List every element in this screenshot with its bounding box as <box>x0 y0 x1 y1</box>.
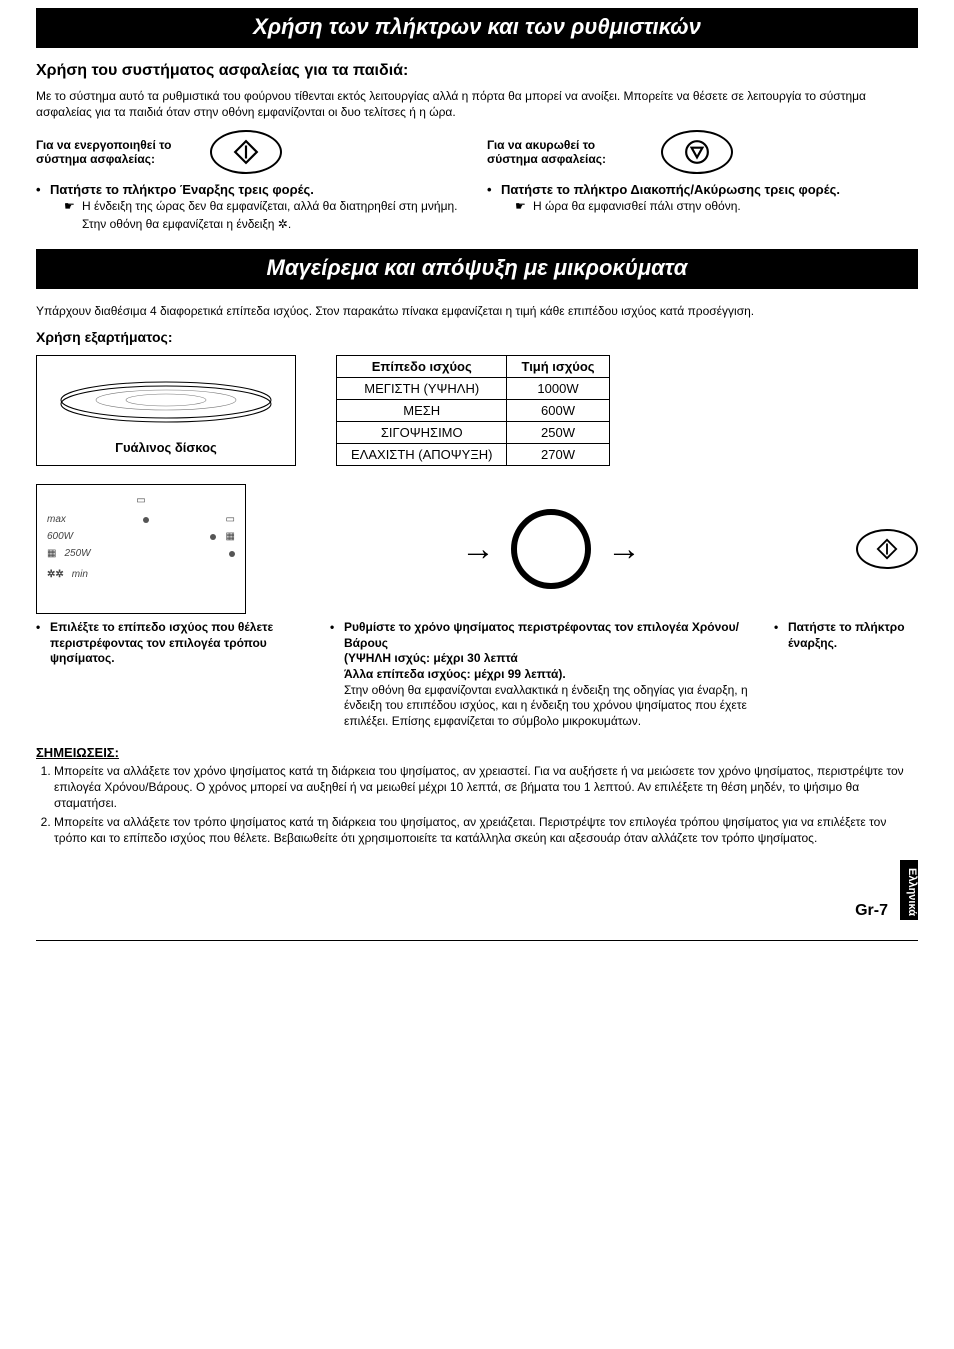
notes-title: ΣΗΜΕΙΩΣΕΙΣ: <box>36 745 918 760</box>
step2-text: Ρυθμίστε το χρόνο ψησίματος περιστρέφοντ… <box>330 620 750 729</box>
childlock-title: Χρήση του συστήματος ασφαλείας για τα πα… <box>36 62 918 80</box>
step1-lead: Επιλέξτε το επίπεδο ισχύος που θέλετε πε… <box>36 620 306 667</box>
accessory-row: Γυάλινος δίσκος Επίπεδο ισχύος Τιμή ισχύ… <box>36 355 918 466</box>
table-row: ΣΙΓΟΨΗΣΙΜΟ 250W <box>337 422 610 444</box>
language-tab: Ελληνικά <box>900 860 918 920</box>
page-number: Gr-7 <box>855 902 888 920</box>
step3-lead: Πατήστε το πλήκτρο έναρξης. <box>774 620 918 651</box>
footer-row: Ελληνικά Gr-7 <box>36 860 918 920</box>
tray-box: Γυάλινος δίσκος <box>36 355 296 466</box>
table-row: ΜΕΓΙΣΤΗ (ΥΨΗΛΗ) 1000W <box>337 378 610 400</box>
power-table: Επίπεδο ισχύος Τιμή ισχύος ΜΕΓΙΣΤΗ (ΥΨΗΛ… <box>336 355 610 466</box>
table-row: ΜΕΣΗ 600W <box>337 400 610 422</box>
step2-line3: Άλλα επίπεδα ισχύος: μέχρι 99 λεπτά). <box>330 667 750 683</box>
end-rule <box>36 940 918 941</box>
time-dial-icon <box>511 509 591 589</box>
arrow-icon: → <box>607 530 641 569</box>
note-item: Μπορείτε να αλλάξετε τον χρόνο ψησίματος… <box>54 764 918 811</box>
start-button-small <box>856 529 918 569</box>
panel-250w-label: 250W <box>64 548 90 559</box>
childlock-intro: Με το σύστημα αυτό τα ρυθμιστικά του φού… <box>36 88 918 120</box>
start-diamond-icon <box>876 538 898 560</box>
start-button-oval <box>210 130 282 174</box>
glass-tray-icon <box>51 370 281 430</box>
step2-line2: (ΥΨΗΛΗ ισχύς: μέχρι 30 λεπτά <box>330 651 750 667</box>
banner-microwave: Μαγείρεμα και απόψυξη με μικροκύματα <box>36 249 918 289</box>
banner-controls: Χρήση των πλήκτρων και των ρυθμιστικών <box>36 8 918 48</box>
panel-min-label: min <box>72 569 88 580</box>
activate-row: Για να ενεργοποιηθεί το σύστημα ασφαλεία… <box>36 130 467 174</box>
panel-display-icon: ▭ <box>47 495 235 506</box>
step1-text: Επιλέξτε το επίπεδο ισχύος που θέλετε πε… <box>36 620 306 729</box>
microwave-intro: Υπάρχουν διαθέσιμα 4 διαφορετικά επίπεδα… <box>36 303 918 319</box>
cancel-step: Πατήστε το πλήκτρο Διακοπής/Ακύρωσης τρε… <box>487 182 918 197</box>
step2-lead: Ρυθμίστε το χρόνο ψησίματος περιστρέφοντ… <box>330 620 750 651</box>
start-diamond-icon <box>233 139 259 165</box>
stop-triangle-icon <box>684 139 710 165</box>
childlock-activate-col: Για να ενεργοποιηθεί το σύστημα ασφαλεία… <box>36 130 467 231</box>
activate-label: Για να ενεργοποιηθεί το σύστημα ασφαλεία… <box>36 138 196 166</box>
note-item: Μπορείτε να αλλάξετε τον τρόπο ψησίματος… <box>54 815 918 846</box>
cancel-label: Για να ακυρωθεί το σύστημα ασφαλείας: <box>487 138 647 166</box>
steps-graphics-row: ▭ max ▭ 600W ▦ ▦ 250W ✲✲ min → → <box>36 484 918 614</box>
activate-step: Πατήστε το πλήκτρο Έναρξης τρεις φορές. <box>36 182 467 197</box>
steps-text-row: Επιλέξτε το επίπεδο ισχύος που θέλετε πε… <box>36 620 918 729</box>
panel-max-label: max <box>47 514 66 525</box>
stop-button-oval <box>661 130 733 174</box>
step3-text: Πατήστε το πλήκτρο έναρξης. <box>774 620 918 729</box>
power-th-value: Τιμή ισχύος <box>507 356 609 378</box>
childlock-columns: Για να ενεργοποιηθεί το σύστημα ασφαλεία… <box>36 130 918 231</box>
tray-label: Γυάλινος δίσκος <box>43 440 289 455</box>
accessory-title: Χρήση εξαρτήματος: <box>36 329 918 345</box>
activate-sub2: Στην οθόνη θα εμφανίζεται η ένδειξη ✲. <box>82 217 467 231</box>
childlock-cancel-col: Για να ακυρωθεί το σύστημα ασφαλείας: Πα… <box>487 130 918 231</box>
mode-selector-panel: ▭ max ▭ 600W ▦ ▦ 250W ✲✲ min <box>36 484 246 614</box>
step2-body: Στην οθόνη θα εμφανίζονται εναλλακτικά η… <box>330 683 750 730</box>
activate-sub1: Η ένδειξη της ώρας δεν θα εμφανίζεται, α… <box>64 199 467 215</box>
notes-list: Μπορείτε να αλλάξετε τον χρόνο ψησίματος… <box>36 764 918 846</box>
arrow-icon: → <box>461 530 495 569</box>
cancel-sub1: Η ώρα θα εμφανισθεί πάλι στην οθόνη. <box>515 199 918 215</box>
panel-600w-label: 600W <box>47 531 73 542</box>
power-th-level: Επίπεδο ισχύος <box>337 356 507 378</box>
table-row: ΕΛΑΧΙΣΤΗ (ΑΠΟΨΥΞΗ) 270W <box>337 444 610 466</box>
cancel-row: Για να ακυρωθεί το σύστημα ασφαλείας: <box>487 130 918 174</box>
